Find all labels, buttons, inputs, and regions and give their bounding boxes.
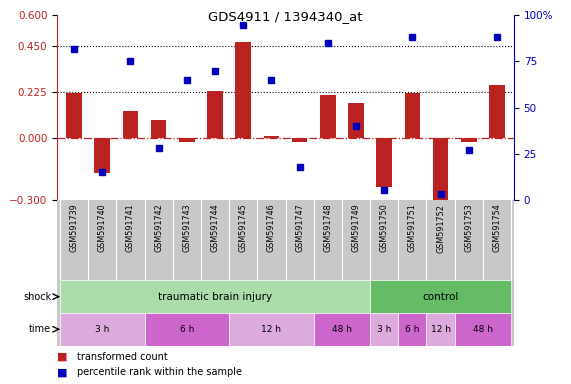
Text: 12 h: 12 h: [262, 325, 282, 334]
Bar: [376, 138, 392, 187]
Bar: [405, 93, 420, 138]
Text: GSM591743: GSM591743: [182, 204, 191, 252]
Text: 6 h: 6 h: [180, 325, 194, 334]
Text: GSM591746: GSM591746: [267, 204, 276, 252]
Bar: [144, 313, 229, 346]
Text: GSM591748: GSM591748: [323, 204, 332, 252]
Bar: [94, 138, 110, 173]
Bar: [235, 42, 251, 138]
Bar: [292, 138, 307, 142]
Text: 12 h: 12 h: [431, 325, 451, 334]
Text: control: control: [423, 291, 459, 302]
Text: GSM591745: GSM591745: [239, 204, 248, 252]
Bar: [207, 91, 223, 138]
Bar: [370, 280, 511, 313]
Text: traumatic brain injury: traumatic brain injury: [158, 291, 272, 302]
Bar: [229, 313, 313, 346]
Text: 48 h: 48 h: [473, 325, 493, 334]
Bar: [313, 313, 370, 346]
Bar: [123, 111, 138, 138]
Text: shock: shock: [23, 291, 51, 302]
Text: GSM591749: GSM591749: [352, 204, 360, 252]
Text: GSM591754: GSM591754: [492, 204, 501, 252]
Text: transformed count: transformed count: [77, 352, 168, 362]
Bar: [461, 138, 477, 142]
Bar: [60, 280, 370, 313]
Bar: [455, 313, 511, 346]
Bar: [489, 85, 505, 138]
Text: GSM591741: GSM591741: [126, 204, 135, 252]
Text: GSM591742: GSM591742: [154, 204, 163, 252]
Text: GDS4911 / 1394340_at: GDS4911 / 1394340_at: [208, 10, 363, 23]
Bar: [399, 313, 427, 346]
Bar: [60, 313, 144, 346]
Bar: [427, 313, 455, 346]
Text: GSM591739: GSM591739: [70, 204, 79, 252]
Bar: [264, 136, 279, 138]
Bar: [370, 313, 399, 346]
Text: ■: ■: [57, 352, 71, 362]
Text: 3 h: 3 h: [377, 325, 391, 334]
Text: GSM591750: GSM591750: [380, 204, 389, 252]
Bar: [151, 120, 166, 138]
Bar: [320, 95, 336, 138]
Text: GSM591744: GSM591744: [211, 204, 219, 252]
Bar: [348, 103, 364, 138]
Text: percentile rank within the sample: percentile rank within the sample: [77, 367, 242, 377]
Bar: [179, 138, 195, 142]
Text: GSM591751: GSM591751: [408, 204, 417, 252]
Text: GSM591753: GSM591753: [464, 204, 473, 252]
Text: 6 h: 6 h: [405, 325, 420, 334]
Text: 48 h: 48 h: [332, 325, 352, 334]
Text: GSM591747: GSM591747: [295, 204, 304, 252]
Text: ■: ■: [57, 367, 71, 377]
Bar: [66, 93, 82, 138]
Text: GSM591740: GSM591740: [98, 204, 107, 252]
Text: time: time: [29, 324, 51, 334]
Text: GSM591752: GSM591752: [436, 204, 445, 253]
Text: 3 h: 3 h: [95, 325, 110, 334]
Bar: [433, 138, 448, 206]
